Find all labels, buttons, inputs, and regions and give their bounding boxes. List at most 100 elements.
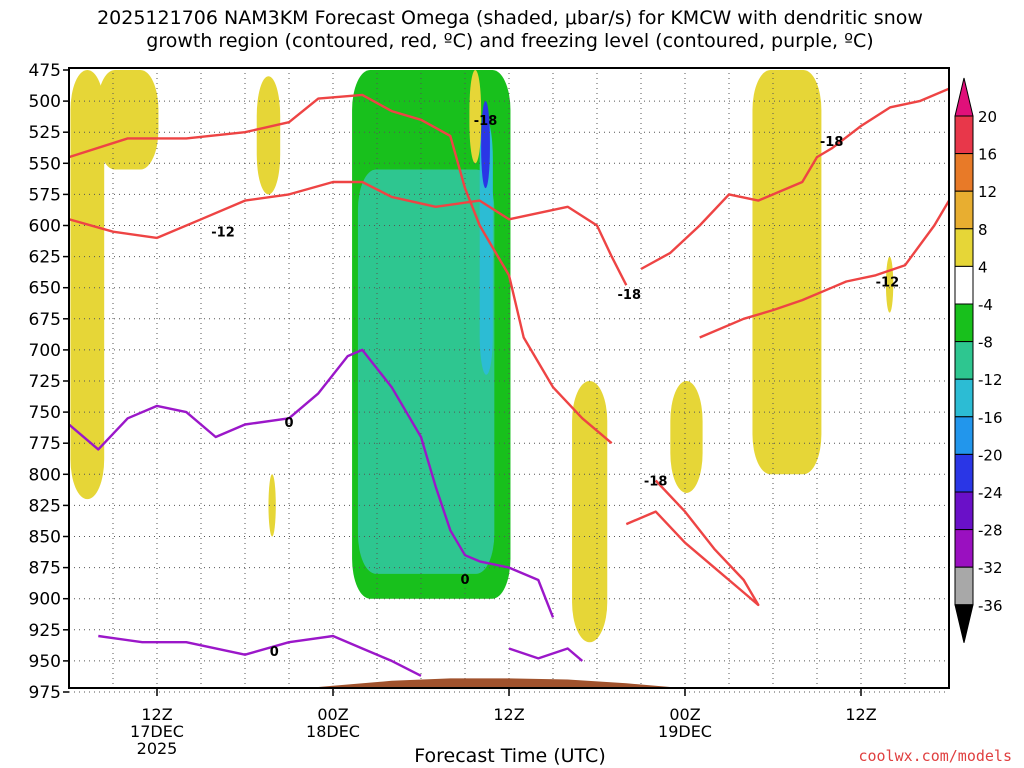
y-tick-label-725: 725: [29, 372, 61, 392]
y-tick-label-700: 700: [29, 341, 61, 361]
contour-line-3: [699, 199, 949, 339]
omega-region-6: [357, 169, 495, 574]
colorbar-band-5: [954, 303, 974, 343]
chart-title-line1: 2025121706 NAM3KM Forecast Omega (shaded…: [97, 7, 923, 29]
colorbar-label-2: 12: [978, 183, 997, 201]
colorbar-band-9: [954, 453, 974, 493]
y-tick-label-675: 675: [29, 310, 61, 330]
colorbar-band-2: [954, 190, 974, 230]
contour-line-2: [640, 87, 949, 271]
x-tick-label-0-1: 17DEC: [130, 722, 184, 741]
y-tick-label-475: 475: [29, 61, 61, 81]
y-tick-label-550: 550: [29, 154, 61, 174]
surface-terrain: [69, 678, 949, 688]
x-tick-label-0-0: 12Z: [141, 705, 172, 724]
colorbar-label-9: -20: [978, 446, 1003, 464]
colorbar-label-11: -28: [978, 522, 1003, 540]
x-tick-label-0-2: 2025: [137, 739, 178, 758]
contour-label-5: -18: [644, 475, 668, 490]
y-tick-label-625: 625: [29, 248, 61, 268]
contour-line-7: [508, 647, 584, 662]
contour-label-4: -12: [876, 275, 900, 290]
x-axis-title: Forecast Time (UTC): [414, 745, 605, 767]
omega-shading: [70, 70, 894, 643]
y-tick-label-800: 800: [29, 465, 61, 485]
omega-region-12: [752, 70, 822, 475]
colorbar-label-6: -8: [978, 334, 993, 352]
x-tick-label-4-0: 12Z: [845, 705, 876, 724]
contour-label-0: -18: [474, 114, 498, 129]
colorbar-label-10: -24: [978, 484, 1003, 502]
y-tick-label-825: 825: [29, 496, 61, 516]
colorbar-band-12: [954, 566, 974, 606]
omega-region-0: [70, 70, 105, 500]
colorbar-band-6: [954, 341, 974, 380]
colorbar-band-8: [954, 416, 974, 455]
colorbar-band-7: [954, 378, 974, 418]
contour-line-6: [98, 634, 422, 677]
terrain-surface: [69, 678, 949, 688]
colorbar-band-3: [954, 228, 974, 267]
omega-region-3: [256, 76, 281, 195]
chart-title-line2: growth region (contoured, red, ºC) and f…: [146, 30, 873, 52]
contour-label-1: -12: [211, 226, 235, 241]
y-tick-label-775: 775: [29, 434, 61, 454]
y-tick-label-900: 900: [29, 590, 61, 610]
omega-region-8: [481, 101, 490, 189]
colorbar-label-3: 8: [978, 221, 988, 239]
colorbar-label-7: -12: [978, 371, 1003, 389]
omega-region-7: [479, 119, 493, 375]
x-tick-label-3-1: 19DEC: [658, 722, 712, 741]
y-tick-label-850: 850: [29, 528, 61, 548]
colorbar-band-10: [954, 491, 974, 531]
contour-label-6: 0: [284, 416, 293, 431]
y-tick-label-500: 500: [29, 92, 61, 112]
omega-region-9: [469, 70, 482, 164]
credit-text: coolwx.com/models: [858, 747, 1012, 765]
colorbar-top-arrow: [954, 77, 974, 117]
colorbar-label-12: -32: [978, 559, 1003, 577]
y-tick-label-975: 975: [29, 683, 61, 703]
colorbar-band-1: [954, 153, 974, 192]
y-tick-label-750: 750: [29, 403, 61, 423]
colorbar-band-11: [954, 529, 974, 568]
x-tick-label-1-1: 18DEC: [306, 722, 360, 741]
y-tick-label-600: 600: [29, 217, 61, 237]
y-tick-label-875: 875: [29, 559, 61, 579]
colorbar-label-5: -4: [978, 296, 993, 314]
contour-label-2: -18: [618, 288, 642, 303]
omega-region-2: [96, 70, 159, 170]
omega-region-10: [572, 381, 608, 643]
colorbar: 20 16 12 8 4 -4 -8 -12 -16 -20 -24 -28 -32 -36: [954, 77, 1003, 643]
x-tick-label-2-0: 12Z: [493, 705, 524, 724]
colorbar-label-13: -36: [978, 597, 1003, 615]
y-tick-label-575: 575: [29, 185, 61, 205]
contour-labels: -18 -12 -18 -18 -12 -18 0 0 0: [211, 114, 899, 660]
omega-region-11: [670, 381, 703, 493]
x-tick-label-1-0: 00Z: [317, 705, 348, 724]
y-tick-label-650: 650: [29, 279, 61, 299]
x-tick-label-3-0: 00Z: [669, 705, 700, 724]
y-tick-label-950: 950: [29, 652, 61, 672]
contour-label-7: 0: [460, 573, 469, 588]
omega-region-4: [268, 474, 276, 537]
y-tick-label-925: 925: [29, 621, 61, 641]
colorbar-label-1: 16: [978, 146, 997, 164]
contour-line-0: [69, 93, 613, 445]
colorbar-label-0: 20: [978, 108, 997, 126]
temperature-contours: [69, 87, 949, 677]
contour-line-1: [69, 180, 628, 286]
y-tick-label-525: 525: [29, 123, 61, 143]
colorbar-band-4: [954, 265, 974, 305]
contour-label-3: -18: [820, 135, 844, 150]
contour-line-4: [625, 479, 760, 607]
colorbar-band-0: [954, 115, 974, 155]
colorbar-label-4: 4: [978, 258, 988, 276]
contour-line-5: [69, 348, 555, 618]
y-axis: 475 500 525 550 575 600 625 650 675 700 725 750 775 8…: [29, 61, 69, 703]
colorbar-label-8: -16: [978, 409, 1003, 427]
colorbar-bottom-arrow: [954, 604, 974, 643]
contour-label-8: 0: [270, 645, 279, 660]
